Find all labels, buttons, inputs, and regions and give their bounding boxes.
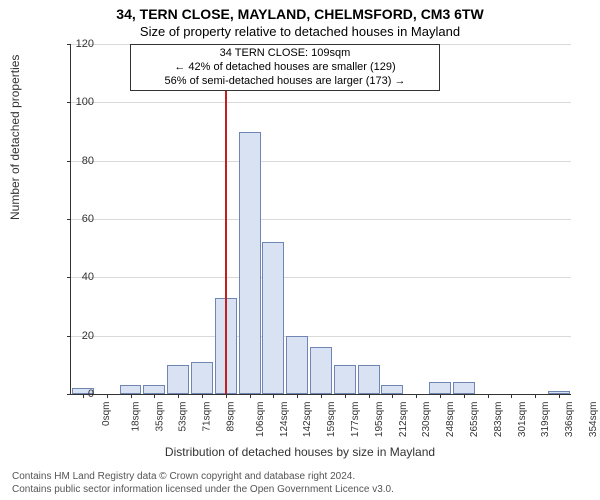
x-tick-label: 159sqm	[326, 402, 337, 438]
x-tick-mark	[273, 394, 274, 398]
x-tick-label: 18sqm	[130, 402, 141, 432]
x-tick-label: 354sqm	[588, 402, 599, 438]
chart-container: 34, TERN CLOSE, MAYLAND, CHELMSFORD, CM3…	[0, 0, 600, 500]
x-tick-mark	[345, 394, 346, 398]
histogram-bar	[286, 336, 308, 394]
x-tick-mark	[226, 394, 227, 398]
footer-line2: Contains public sector information licen…	[12, 484, 394, 497]
x-tick-label: 177sqm	[350, 402, 361, 438]
gridline	[71, 102, 571, 103]
y-tick-label: 100	[54, 96, 94, 108]
x-tick-mark	[559, 394, 560, 398]
histogram-bar	[310, 347, 332, 394]
histogram-bar	[453, 382, 475, 394]
histogram-bar	[143, 385, 165, 394]
x-tick-label: 336sqm	[564, 402, 575, 438]
histogram-bar	[262, 242, 284, 394]
gridline	[71, 277, 571, 278]
y-tick-label: 120	[54, 38, 94, 50]
x-tick-label: 142sqm	[302, 402, 313, 438]
x-tick-mark	[250, 394, 251, 398]
x-tick-mark	[464, 394, 465, 398]
y-axis-label: Number of detached properties	[8, 55, 22, 220]
annotation-line1: 34 TERN CLOSE: 109sqm	[135, 47, 435, 61]
annotation-box: 34 TERN CLOSE: 109sqm ← 42% of detached …	[130, 44, 440, 91]
x-tick-mark	[511, 394, 512, 398]
x-tick-label: 71sqm	[202, 402, 213, 432]
annotation-line2: ← 42% of detached houses are smaller (12…	[135, 61, 435, 75]
reference-line	[225, 44, 227, 394]
x-tick-mark	[392, 394, 393, 398]
x-tick-label: 53sqm	[178, 402, 189, 432]
x-tick-label: 301sqm	[517, 402, 528, 438]
x-tick-label: 230sqm	[422, 402, 433, 438]
x-tick-mark	[107, 394, 108, 398]
histogram-bar	[239, 132, 261, 395]
histogram-bar	[334, 365, 356, 394]
annotation-line3: 56% of semi-detached houses are larger (…	[135, 75, 435, 89]
x-tick-label: 212sqm	[398, 402, 409, 438]
x-tick-label: 89sqm	[225, 402, 236, 432]
y-tick-label: 0	[54, 388, 94, 400]
x-tick-label: 248sqm	[445, 402, 456, 438]
histogram-bar	[429, 382, 451, 394]
histogram-bar	[381, 385, 403, 394]
x-axis-label: Distribution of detached houses by size …	[0, 445, 600, 459]
x-tick-label: 283sqm	[493, 402, 504, 438]
x-tick-mark	[178, 394, 179, 398]
x-tick-label: 35sqm	[154, 402, 165, 432]
histogram-bar	[167, 365, 189, 394]
histogram-bar	[358, 365, 380, 394]
x-tick-mark	[131, 394, 132, 398]
chart-title-line1: 34, TERN CLOSE, MAYLAND, CHELMSFORD, CM3…	[0, 6, 600, 22]
x-tick-label: 195sqm	[374, 402, 385, 438]
x-tick-mark	[416, 394, 417, 398]
x-tick-mark	[440, 394, 441, 398]
x-tick-label: 106sqm	[255, 402, 266, 438]
x-tick-mark	[321, 394, 322, 398]
x-tick-label: 319sqm	[541, 402, 552, 438]
gridline	[71, 161, 571, 162]
x-tick-mark	[297, 394, 298, 398]
x-tick-mark	[369, 394, 370, 398]
x-tick-label: 124sqm	[279, 402, 290, 438]
x-tick-mark	[154, 394, 155, 398]
plot-area	[70, 44, 571, 395]
footer-attribution: Contains HM Land Registry data © Crown c…	[12, 471, 394, 496]
y-tick-label: 40	[54, 271, 94, 283]
y-tick-label: 20	[54, 330, 94, 342]
chart-title-line2: Size of property relative to detached ho…	[0, 24, 600, 39]
y-tick-label: 60	[54, 213, 94, 225]
histogram-bar	[191, 362, 213, 394]
gridline	[71, 336, 571, 337]
histogram-bar	[120, 385, 142, 394]
x-tick-label: 265sqm	[469, 402, 480, 438]
y-tick-label: 80	[54, 155, 94, 167]
gridline	[71, 219, 571, 220]
x-tick-mark	[535, 394, 536, 398]
footer-line1: Contains HM Land Registry data © Crown c…	[12, 471, 394, 484]
x-tick-mark	[488, 394, 489, 398]
x-tick-label: 0sqm	[101, 402, 112, 426]
x-tick-mark	[202, 394, 203, 398]
